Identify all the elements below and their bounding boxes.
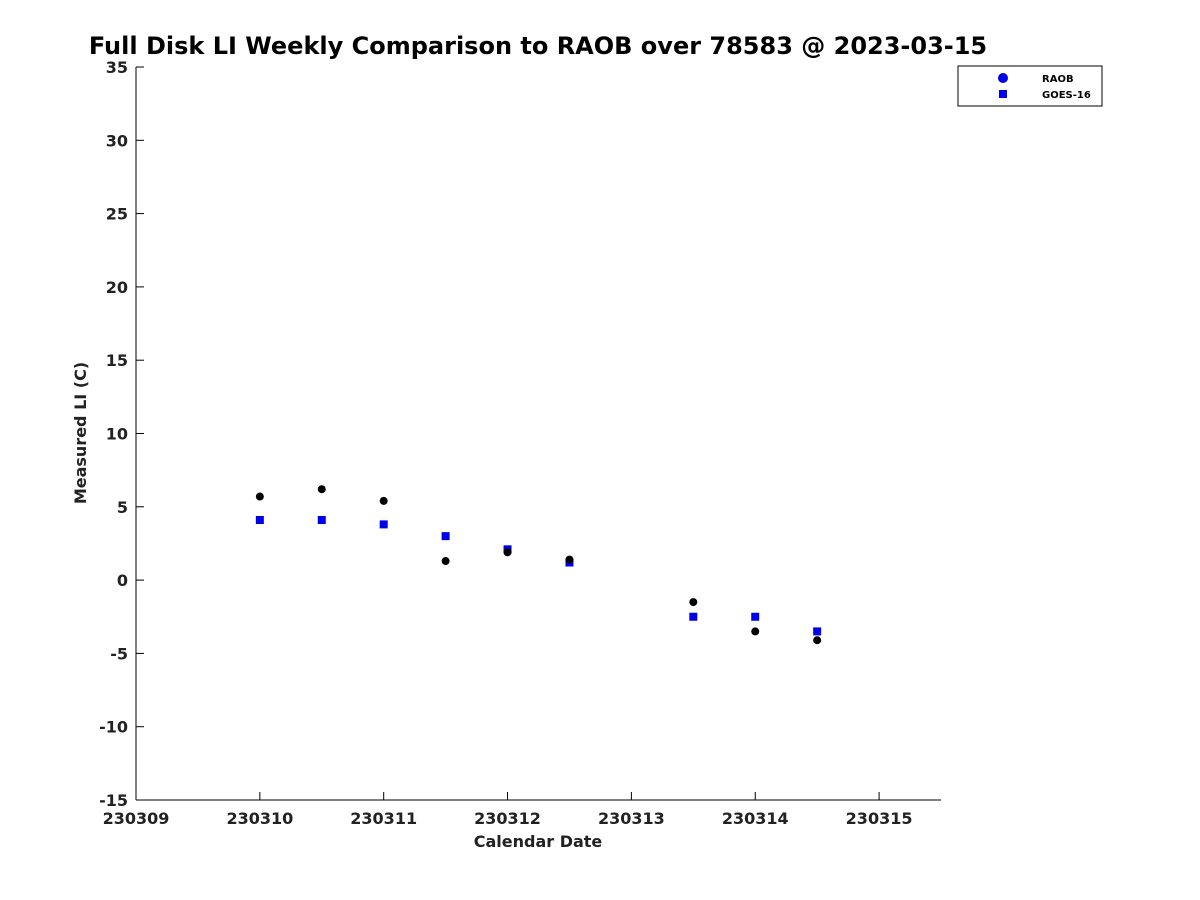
y-tick-label: 20	[106, 278, 128, 297]
raob-point	[379, 496, 388, 505]
y-tick-label: 0	[117, 571, 128, 590]
x-tick-label: 230315	[846, 809, 913, 828]
raob-point	[813, 636, 822, 645]
goes-16-point	[813, 627, 822, 636]
y-tick-label: 15	[106, 351, 128, 370]
legend: RAOB GOES-16	[957, 65, 1103, 107]
y-tick-label: 25	[106, 205, 128, 224]
x-tick-label: 230312	[474, 809, 541, 828]
raob-point	[255, 492, 264, 501]
raob-point	[503, 548, 512, 557]
raob-point	[317, 485, 326, 494]
raob-point	[689, 598, 698, 607]
y-tick-label: 5	[117, 498, 128, 517]
x-axis-label: Calendar Date	[474, 832, 603, 851]
y-tick-label: 30	[106, 131, 128, 150]
y-tick-label: 35	[106, 58, 128, 77]
y-tick-label: -15	[99, 791, 128, 810]
legend-marker-raob	[998, 73, 1008, 83]
raob-point	[441, 557, 450, 566]
x-tick-label: 230313	[598, 809, 665, 828]
y-tick-label: -5	[110, 644, 128, 663]
x-tick-label: 230310	[226, 809, 293, 828]
goes-16-point	[441, 532, 450, 541]
raob-point	[751, 627, 760, 636]
y-axis-label: Measured LI (C)	[71, 362, 90, 504]
x-tick-label: 230309	[103, 809, 170, 828]
legend-label-raob: RAOB	[1042, 74, 1074, 85]
legend-label-goes-16: GOES-16	[1042, 90, 1091, 101]
goes-16-point	[751, 612, 760, 621]
x-tick-label: 230311	[350, 809, 417, 828]
chart-title: Full Disk LI Weekly Comparison to RAOB o…	[89, 32, 987, 60]
raob-point	[565, 555, 574, 564]
goes-16-point	[379, 520, 388, 529]
goes-16-point	[689, 612, 698, 621]
x-tick-label: 230314	[722, 809, 789, 828]
goes-16-point	[317, 515, 326, 524]
goes-16-point	[255, 515, 264, 524]
legend-box	[957, 65, 1103, 107]
y-tick-label: 10	[106, 425, 128, 444]
legend-marker-goes-16	[999, 90, 1007, 98]
y-tick-label: -10	[99, 718, 128, 737]
